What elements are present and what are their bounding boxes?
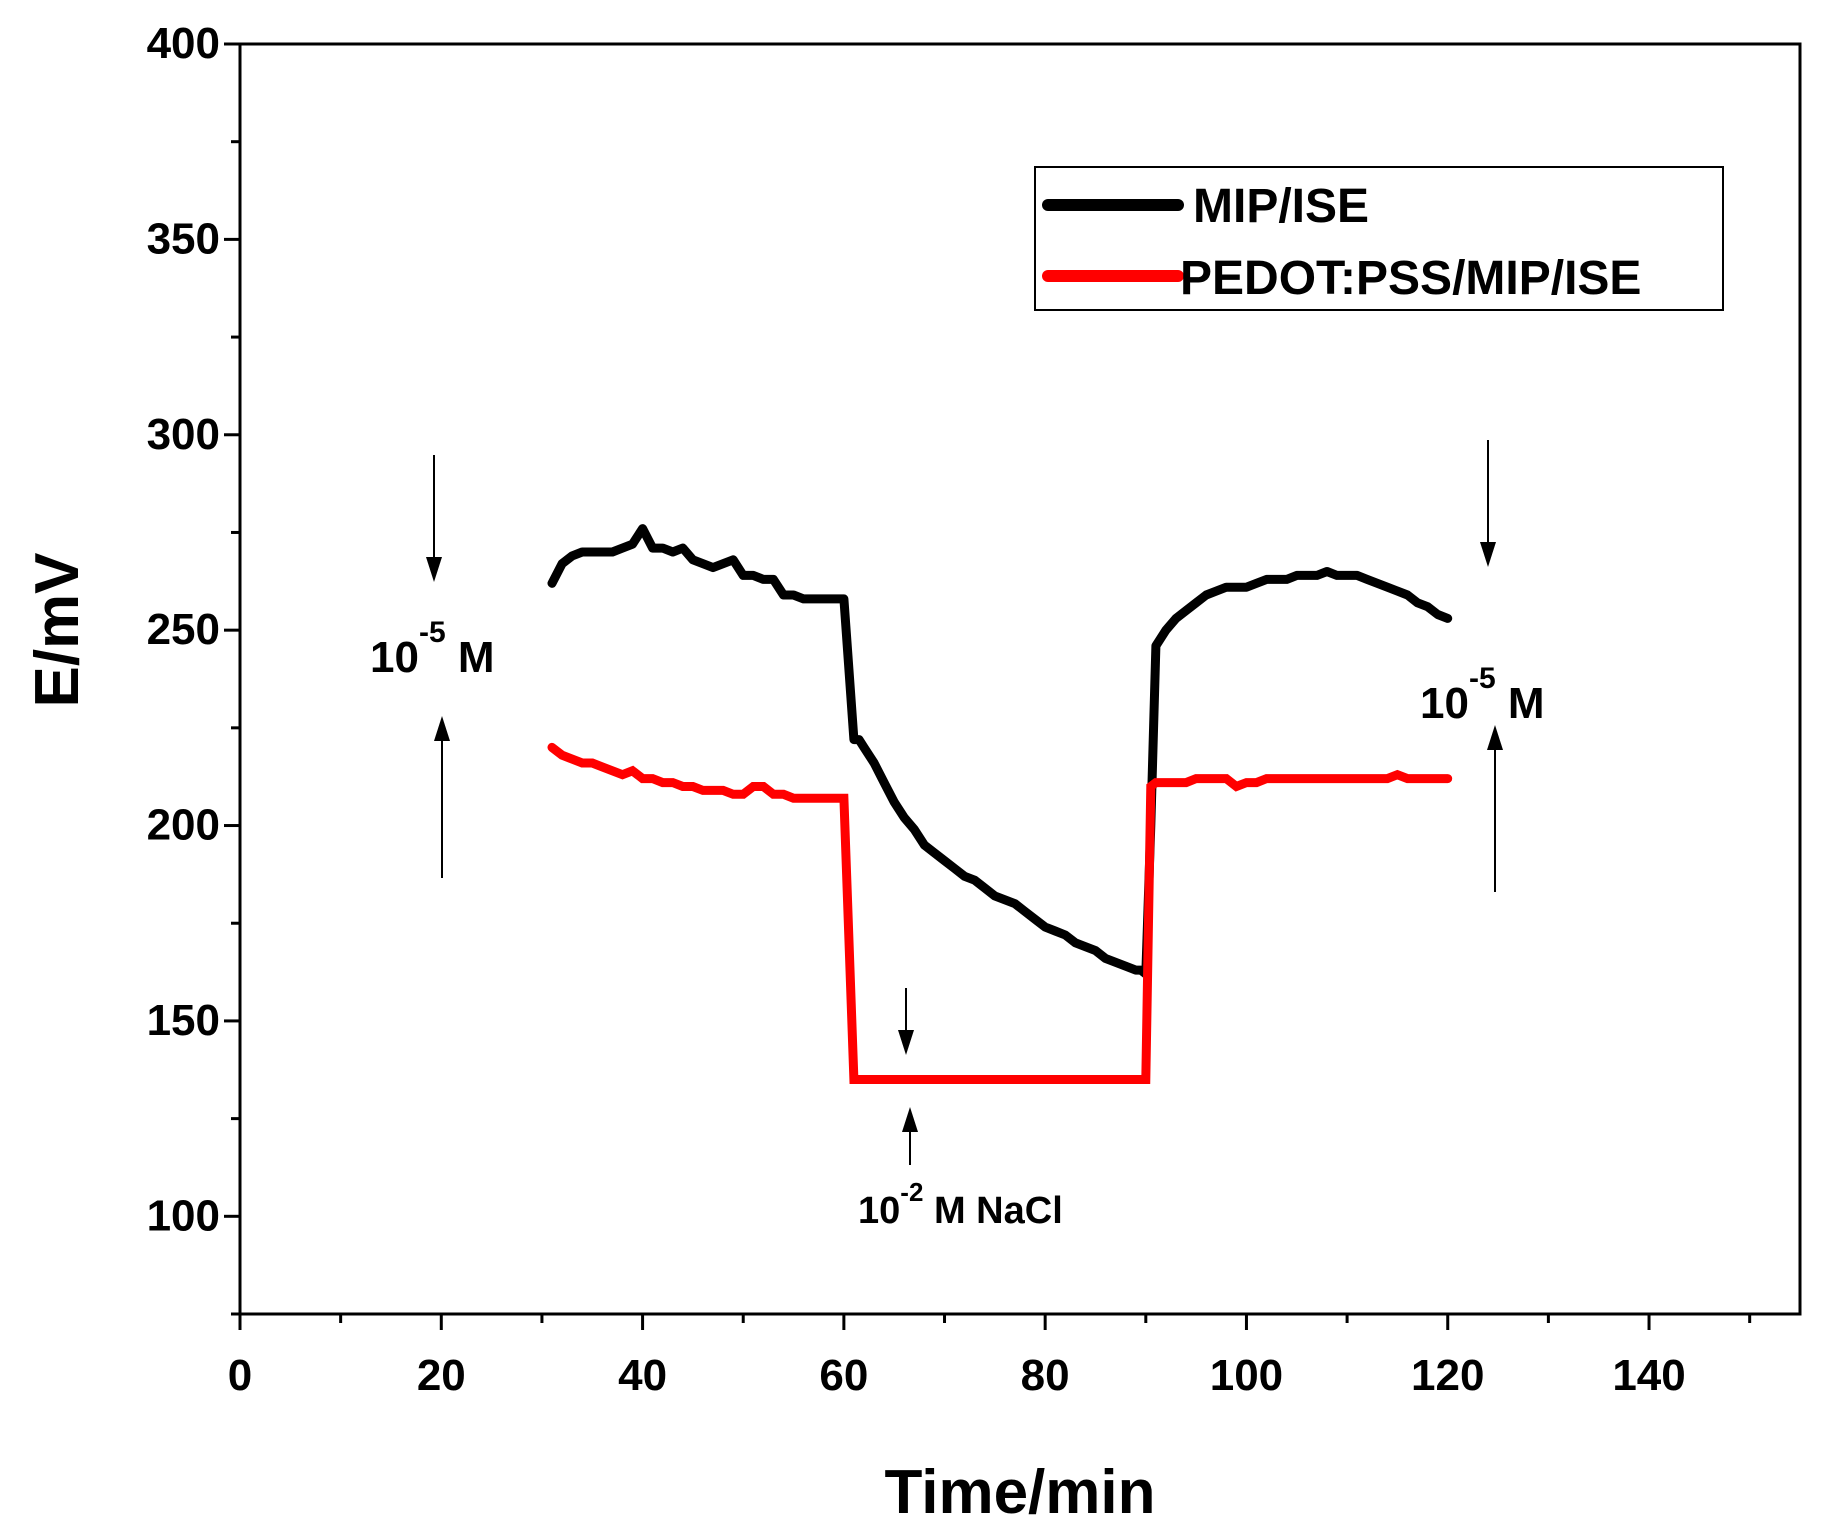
annotation-right-label: 10-5 M: [1420, 662, 1545, 728]
annotation-nacl-label: 10-2 M NaCl: [858, 1177, 1063, 1232]
series-line-pedot-pss-mip-ise: [547, 742, 1453, 1084]
arrow-head: [426, 557, 442, 582]
series-line-mip-ise: [547, 524, 1453, 979]
x-tick-label: 80: [1021, 1351, 1070, 1400]
x-tick-label: 20: [417, 1351, 466, 1400]
y-axis: 100 150 200 250 300 350 400: [147, 19, 240, 1316]
y-tick-label: 300: [147, 410, 220, 459]
legend: MIP/ISE PEDOT:PSS/MIP/ISE: [1034, 166, 1724, 311]
x-tick-label: 140: [1612, 1351, 1685, 1400]
y-tick-label: 400: [147, 19, 220, 68]
x-tick-label: 100: [1210, 1351, 1283, 1400]
y-tick-label: 100: [147, 1191, 220, 1240]
y-tick-label: 250: [147, 605, 220, 654]
legend-label-mip-ise: MIP/ISE: [1193, 180, 1369, 233]
annotation-left-label: 10-5 M: [370, 616, 495, 682]
x-tick-label: 60: [819, 1351, 868, 1400]
x-axis-title: Time/min: [884, 1458, 1155, 1527]
x-tick-label: 40: [618, 1351, 667, 1400]
y-axis-title: E/mV: [23, 552, 92, 707]
y-tick-label: 200: [147, 801, 220, 850]
arrow-head: [1480, 542, 1496, 567]
x-axis: 0 20 40 60 80 100 120 140: [228, 1314, 1752, 1400]
plot-area: [238, 42, 1802, 1316]
legend-box: [1034, 166, 1724, 311]
arrow-head: [902, 1107, 918, 1132]
arrow-head: [898, 1030, 914, 1055]
arrow-head: [434, 716, 450, 741]
arrow-head: [1487, 725, 1503, 750]
x-tick-label: 120: [1411, 1351, 1484, 1400]
x-tick-label: 0: [228, 1351, 252, 1400]
y-tick-label: 150: [147, 996, 220, 1045]
annotation-nacl: 10-2 M NaCl: [858, 988, 1063, 1232]
annotation-left: 10-5 M: [370, 455, 495, 878]
annotation-right: 10-5 M: [1420, 440, 1545, 892]
legend-label-pedot-pss-mip-ise: PEDOT:PSS/MIP/ISE: [1180, 252, 1641, 305]
y-tick-label: 350: [147, 214, 220, 263]
